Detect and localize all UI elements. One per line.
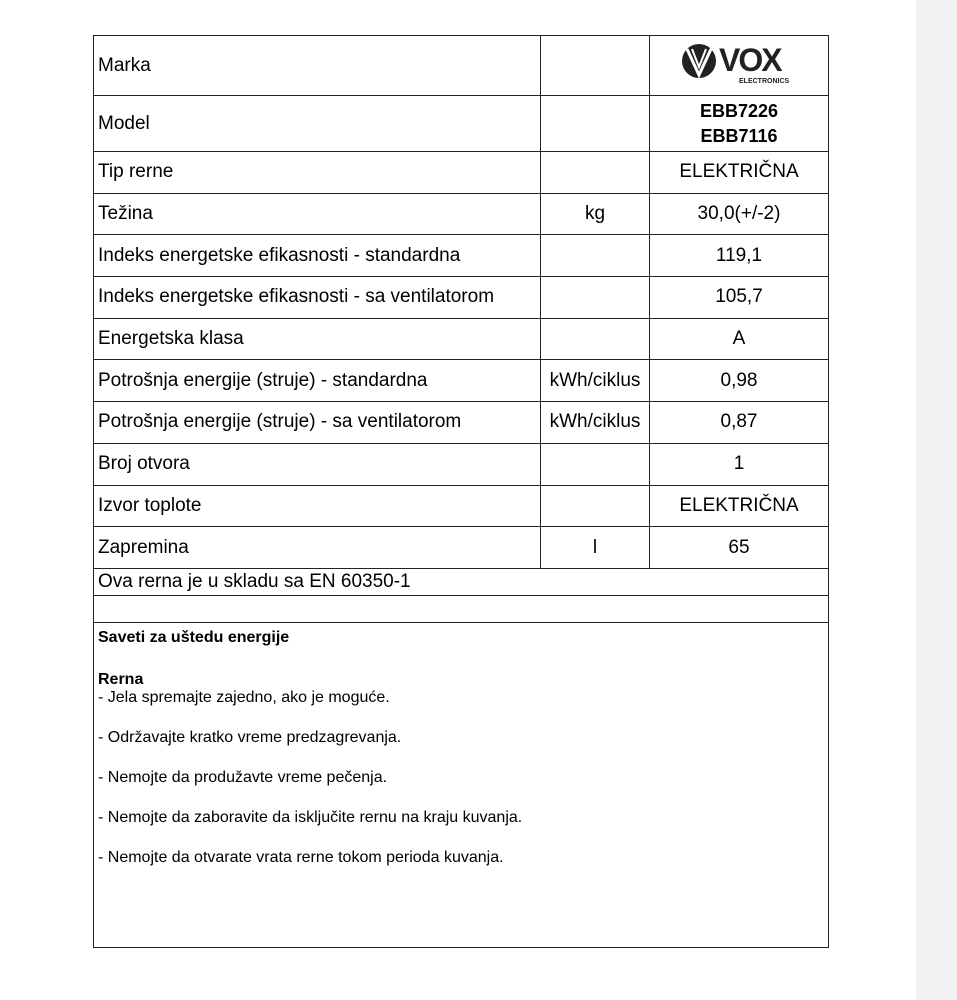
row-value: 105,7: [649, 276, 829, 319]
model-value: EBB7226 EBB7116: [649, 95, 829, 152]
row-unit: l: [540, 526, 650, 569]
tips-subtitle: Rerna: [98, 670, 144, 688]
row-unit: [540, 442, 650, 486]
row-label: Indeks energetske efikasnosti - standard…: [93, 234, 541, 278]
row-value: 65: [649, 526, 829, 569]
row-unit: [540, 35, 650, 96]
row-value: 1: [649, 442, 829, 486]
scrollbar-gutter: [916, 0, 957, 1000]
row-value: 119,1: [649, 234, 829, 278]
row-value: 30,0(+/-2): [649, 192, 829, 236]
spec-table: Marka VOX ELECTRONICS Model EBB7226 EBB71…: [93, 35, 829, 948]
compliance-row: Ova rerna je u skladu sa EN 60350-1: [93, 567, 829, 596]
row-unit: [540, 276, 650, 319]
table-row: Energetska klasa A: [93, 317, 829, 361]
table-row: Indeks energetske efikasnosti - sa venti…: [93, 276, 829, 319]
table-row: Težina kg 30,0(+/-2): [93, 192, 829, 236]
row-label: Zapremina: [93, 526, 541, 569]
row-label: Izvor toplote: [93, 484, 541, 528]
table-row: Zapremina l 65: [93, 526, 829, 569]
model-1: EBB7226: [699, 100, 779, 121]
row-value: 0,98: [649, 359, 829, 403]
model-2: EBB7116: [700, 125, 778, 146]
tip-item: - Održavajte kratko vreme predzagrevanja…: [98, 728, 402, 746]
row-label: Težina: [93, 192, 541, 236]
vox-logo: VOX ELECTRONICS: [649, 35, 829, 96]
tips-cell: Saveti za uštedu energije Rerna - Jela s…: [93, 621, 829, 948]
compliance-text: Ova rerna je u skladu sa EN 60350-1: [93, 567, 829, 596]
table-row: Potrošnja energije (struje) - sa ventila…: [93, 401, 829, 444]
table-row: Izvor toplote ELEKTRIČNA: [93, 484, 829, 528]
row-label: Potrošnja energije (struje) - sa ventila…: [93, 401, 541, 444]
row-unit: [540, 234, 650, 278]
row-unit: [540, 95, 650, 152]
row-label: Broj otvora: [93, 442, 541, 486]
tips-row: Saveti za uštedu energije Rerna - Jela s…: [93, 621, 829, 948]
tip-item: - Nemojte da zaboravite da isključite re…: [98, 808, 523, 826]
table-row: Broj otvora 1: [93, 442, 829, 486]
tip-item: - Jela spremajte zajedno, ako je moguće.: [98, 688, 390, 706]
row-label: Model: [93, 95, 541, 152]
svg-text:VOX: VOX: [719, 42, 783, 78]
row-label: Potrošnja energije (struje) - standardna: [93, 359, 541, 403]
row-unit: [540, 317, 650, 361]
row-label: Indeks energetske efikasnosti - sa venti…: [93, 276, 541, 319]
table-row: Model EBB7226 EBB7116: [93, 95, 829, 152]
row-unit: kWh/ciklus: [540, 359, 650, 403]
tip-item: - Nemojte da otvarate vrata rerne tokom …: [98, 848, 504, 866]
row-label: Energetska klasa: [93, 317, 541, 361]
empty-cell: [93, 594, 829, 623]
table-row: Marka VOX ELECTRONICS: [93, 35, 829, 96]
tips-title: Saveti za uštedu energije: [98, 628, 290, 646]
row-unit: kWh/ciklus: [540, 401, 650, 444]
vox-logo-icon: VOX ELECTRONICS: [682, 42, 790, 85]
tip-item: - Nemojte da produžavte vreme pečenja.: [98, 768, 388, 786]
row-unit: [540, 151, 650, 194]
table-row: Indeks energetske efikasnosti - standard…: [93, 234, 829, 278]
row-unit: [540, 484, 650, 528]
table-row: Tip rerne ELEKTRIČNA: [93, 151, 829, 194]
row-label: Tip rerne: [93, 151, 541, 194]
row-value: ELEKTRIČNA: [649, 151, 829, 194]
svg-text:ELECTRONICS: ELECTRONICS: [739, 78, 790, 85]
row-value: ELEKTRIČNA: [649, 484, 829, 528]
table-row: Potrošnja energije (struje) - standardna…: [93, 359, 829, 403]
row-value: 0,87: [649, 401, 829, 444]
row-unit: kg: [540, 192, 650, 236]
row-value: A: [649, 317, 829, 361]
empty-row: [93, 594, 829, 623]
row-label: Marka: [93, 35, 541, 96]
